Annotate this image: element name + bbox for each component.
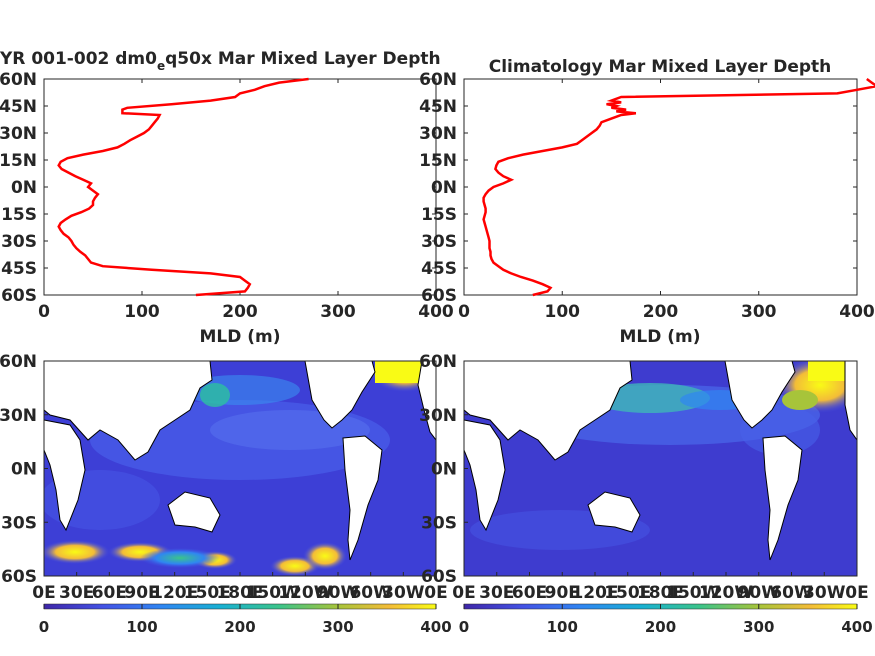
colorbar-right: 0 100 200 300 400: [459, 603, 873, 636]
y-tick-label: 15N: [0, 151, 37, 171]
lon-tick-label: 120E: [151, 583, 198, 603]
lon-tick-label: 0E: [32, 583, 55, 603]
lat-tick-label: 30S: [1, 513, 37, 533]
y-tick-label: 0N: [431, 178, 457, 198]
y-tick-label: 30N: [0, 124, 37, 144]
lon-tick-label: 30E: [479, 583, 514, 603]
lon-tick-label: 0E: [424, 583, 447, 603]
profile-axes-left: [43, 78, 437, 296]
lon-tick-label: 150W: [246, 583, 300, 603]
x-tick-label: 0: [38, 302, 50, 322]
lat-tick-label: 30N: [0, 406, 37, 426]
y-tick-label: 30S: [1, 232, 37, 252]
colorbar-left: 0 100 200 300 400: [39, 603, 452, 636]
lon-tick-label: 180E: [216, 583, 263, 603]
colorbar-tick-label: 200: [224, 618, 255, 636]
lon-tick-label: 90W: [738, 583, 781, 603]
lat-tick-label: 30S: [421, 513, 457, 533]
colorbar-tick-label: 400: [841, 618, 872, 636]
x-tick-label: 0: [458, 302, 470, 322]
land-mask-left: [44, 361, 436, 561]
x-tick-label: 100: [545, 302, 581, 322]
y-tick-label: 15S: [1, 205, 37, 225]
x-tick-label: 400: [418, 302, 454, 322]
y-tick-label: 60S: [1, 286, 37, 306]
lon-tick-label: 0E: [452, 583, 475, 603]
x-tick-label: 200: [222, 302, 258, 322]
y-tick-label: 45S: [421, 259, 457, 279]
colorbar-tick-label: 0: [459, 618, 469, 636]
x-tick-label: 300: [320, 302, 356, 322]
land-mask-right: [464, 361, 857, 561]
deep-mld-patch: [44, 540, 110, 564]
lon-tick-label: 120E: [571, 583, 618, 603]
lon-tick-label: 120W: [278, 583, 332, 603]
lon-tick-label: 120W: [699, 583, 753, 603]
x-tick-label: 100: [124, 302, 160, 322]
xlabel-left: MLD (m): [199, 327, 280, 347]
lon-tick-label: 60E: [512, 583, 547, 603]
mld-profile-line-left: [57, 77, 309, 297]
y-tick-label: 45N: [419, 97, 457, 117]
y-tick-label: 60N: [0, 70, 37, 90]
lon-tick-label: 30W: [803, 583, 846, 603]
mld-profile-line-right: [482, 77, 875, 297]
panel-title-right: Climatology Mar Mixed Layer Depth: [489, 57, 832, 77]
y-tick-label: 30S: [421, 232, 457, 252]
colorbar-tick-label: 200: [645, 618, 676, 636]
colorbar-tick-label: 400: [420, 618, 451, 636]
lon-tick-label: 180E: [637, 583, 684, 603]
x-tick-label: 400: [839, 302, 875, 322]
lat-tick-label: 0N: [431, 460, 457, 480]
lon-tick-label: 90E: [545, 583, 580, 603]
lat-tick-label: 0N: [11, 460, 37, 480]
colorbar-tick-label: 300: [743, 618, 774, 636]
y-tick-label: 45S: [1, 259, 37, 279]
lon-tick-label: 90W: [317, 583, 360, 603]
lon-tick-label: 30W: [382, 583, 425, 603]
lon-tick-label: 30E: [59, 583, 94, 603]
colorbar-tick-label: 300: [322, 618, 353, 636]
colorbar-tick-label: 100: [126, 618, 157, 636]
lat-tick-label: 30N: [419, 406, 457, 426]
colorbar-tick-label: 100: [547, 618, 578, 636]
lat-tick-label: 60S: [1, 567, 37, 587]
profile-axes-right: [463, 78, 858, 296]
profile-panel-right: Climatology Mar Mixed Layer Depth 0 100 20…: [419, 57, 875, 347]
lat-tick-label: 60N: [419, 352, 457, 372]
lon-tick-label: 60W: [770, 583, 813, 603]
lon-tick-label: 60W: [349, 583, 392, 603]
y-tick-label: 15S: [421, 205, 457, 225]
lon-tick-label: 60E: [92, 583, 127, 603]
y-tick-label: 60N: [419, 70, 457, 90]
lon-tick-label: 90E: [124, 583, 159, 603]
y-tick-label: 45N: [0, 97, 37, 117]
colorbar-tick-label: 0: [39, 618, 49, 636]
y-tick-label: 60S: [421, 286, 457, 306]
x-tick-label: 300: [741, 302, 777, 322]
y-tick-label: 15N: [419, 151, 457, 171]
lat-tick-label: 60S: [421, 567, 457, 587]
panel-title-left: YR 001-002 dm0eq50x Mar Mixed Layer Dept…: [0, 49, 441, 73]
lon-tick-label: 0E: [845, 583, 868, 603]
lon-tick-label: 150E: [184, 583, 231, 603]
lat-tick-label: 60N: [0, 352, 37, 372]
lon-tick-label: 150W: [666, 583, 720, 603]
profile-panel-left: YR 001-002 dm0eq50x Mar Mixed Layer Dept…: [0, 49, 454, 347]
xlabel-right: MLD (m): [619, 327, 700, 347]
x-tick-label: 200: [643, 302, 679, 322]
y-tick-label: 30N: [419, 124, 457, 144]
y-tick-label: 0N: [11, 178, 37, 198]
lon-tick-label: 150E: [604, 583, 651, 603]
